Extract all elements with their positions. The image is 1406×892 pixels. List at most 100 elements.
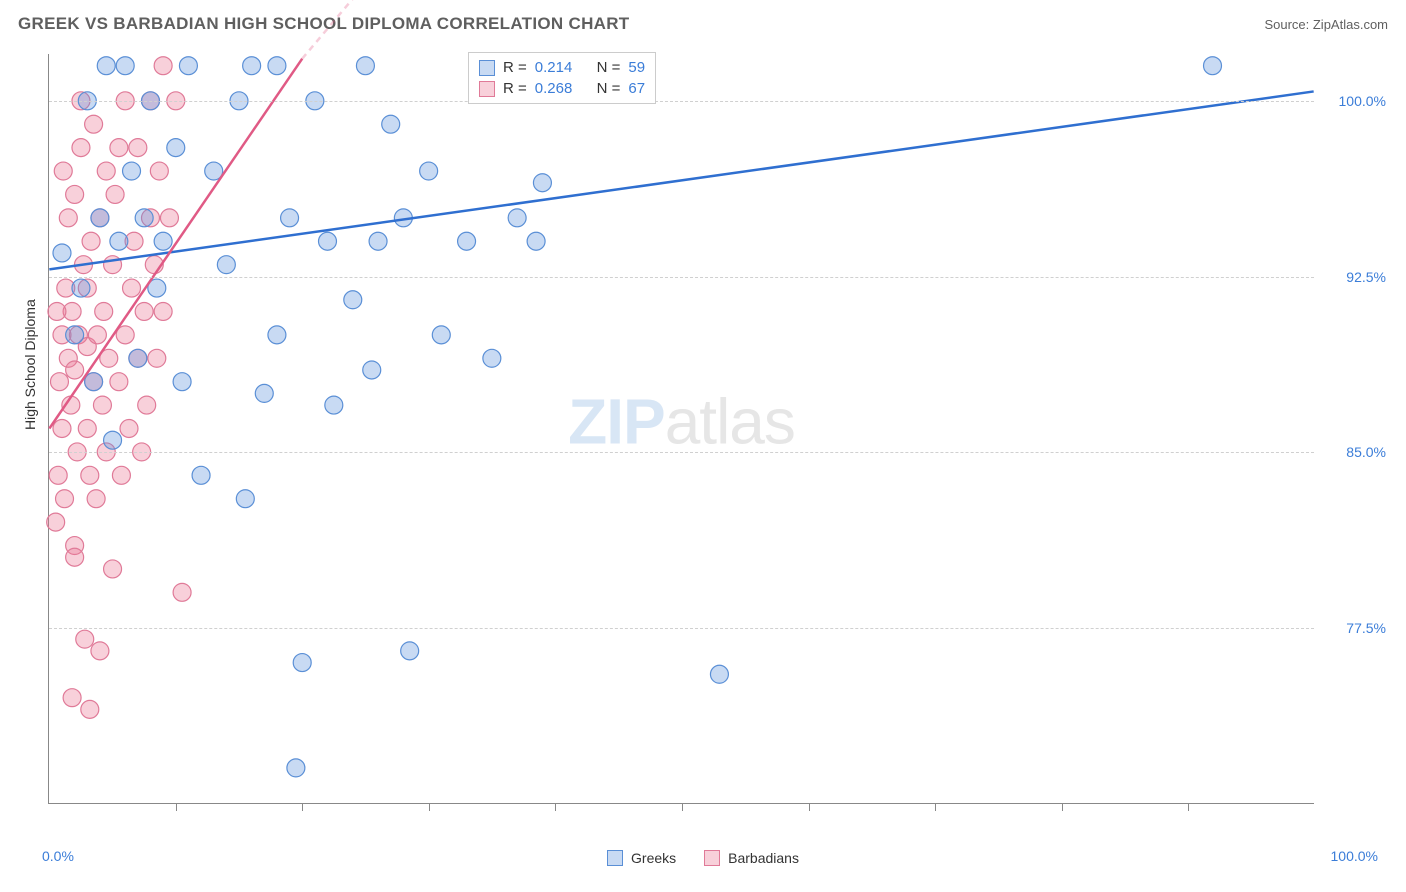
data-point <box>112 466 130 484</box>
data-point <box>85 373 103 391</box>
data-point <box>97 57 115 75</box>
data-point <box>66 185 84 203</box>
data-point <box>110 232 128 250</box>
data-point <box>173 583 191 601</box>
data-point <box>458 232 476 250</box>
data-point <box>53 244 71 262</box>
x-tick <box>1062 803 1063 811</box>
legend-swatch <box>607 850 623 866</box>
data-point <box>66 361 84 379</box>
data-point <box>91 642 109 660</box>
chart-title: GREEK VS BARBADIAN HIGH SCHOOL DIPLOMA C… <box>18 14 630 34</box>
data-point <box>167 139 185 157</box>
data-point <box>59 209 77 227</box>
data-point <box>78 420 96 438</box>
legend-swatch <box>479 81 495 97</box>
data-point <box>401 642 419 660</box>
data-point <box>81 700 99 718</box>
x-tick <box>302 803 303 811</box>
x-tick <box>809 803 810 811</box>
scatter-svg <box>49 54 1314 803</box>
data-point <box>179 57 197 75</box>
source-attribution: Source: ZipAtlas.com <box>1264 17 1388 32</box>
gridline <box>49 628 1314 629</box>
data-point <box>287 759 305 777</box>
data-point <box>293 654 311 672</box>
data-point <box>150 162 168 180</box>
data-point <box>53 420 71 438</box>
data-point <box>344 291 362 309</box>
data-point <box>48 302 66 320</box>
data-point <box>255 384 273 402</box>
data-point <box>81 466 99 484</box>
data-point <box>123 279 141 297</box>
y-tick-label: 92.5% <box>1346 269 1386 285</box>
series-legend: Greeks Barbadians <box>0 850 1406 866</box>
y-tick-label: 85.0% <box>1346 444 1386 460</box>
data-point <box>236 490 254 508</box>
legend-swatch <box>704 850 720 866</box>
data-point <box>1204 57 1222 75</box>
data-point <box>110 139 128 157</box>
data-point <box>369 232 387 250</box>
data-point <box>148 349 166 367</box>
data-point <box>154 57 172 75</box>
x-tick <box>555 803 556 811</box>
data-point <box>97 162 115 180</box>
data-point <box>135 209 153 227</box>
x-tick <box>682 803 683 811</box>
data-point <box>76 630 94 648</box>
x-tick <box>429 803 430 811</box>
data-point <box>382 115 400 133</box>
data-point <box>87 490 105 508</box>
data-point <box>420 162 438 180</box>
y-axis-label: High School Diploma <box>22 299 38 430</box>
data-point <box>66 548 84 566</box>
data-point <box>47 513 65 531</box>
stats-legend-row: R = 0.268 N = 67 <box>479 78 645 99</box>
x-tick <box>1188 803 1189 811</box>
legend-item: Greeks <box>607 850 676 866</box>
data-point <box>88 326 106 344</box>
data-point <box>95 302 113 320</box>
y-tick-label: 77.5% <box>1346 620 1386 636</box>
data-point <box>66 326 84 344</box>
data-point <box>160 209 178 227</box>
data-point <box>268 57 286 75</box>
x-tick <box>176 803 177 811</box>
data-point <box>710 665 728 683</box>
data-point <box>123 162 141 180</box>
legend-item: Barbadians <box>704 850 799 866</box>
legend-label: Barbadians <box>728 850 799 866</box>
data-point <box>120 420 138 438</box>
gridline <box>49 277 1314 278</box>
data-point <box>173 373 191 391</box>
data-point <box>325 396 343 414</box>
data-point <box>356 57 374 75</box>
data-point <box>508 209 526 227</box>
data-point <box>363 361 381 379</box>
gridline <box>49 452 1314 453</box>
data-point <box>54 162 72 180</box>
data-point <box>106 185 124 203</box>
data-point <box>217 256 235 274</box>
trend-line <box>49 91 1313 269</box>
data-point <box>483 349 501 367</box>
data-point <box>50 373 68 391</box>
gridline <box>49 101 1314 102</box>
data-point <box>116 57 134 75</box>
data-point <box>82 232 100 250</box>
data-point <box>243 57 261 75</box>
y-tick-label: 100.0% <box>1339 93 1386 109</box>
legend-swatch <box>479 60 495 76</box>
data-point <box>93 396 111 414</box>
data-point <box>63 689 81 707</box>
data-point <box>135 302 153 320</box>
data-point <box>85 115 103 133</box>
data-point <box>129 349 147 367</box>
data-point <box>527 232 545 250</box>
data-point <box>72 279 90 297</box>
stats-legend: R = 0.214 N = 59 R = 0.268 N = 67 <box>468 52 656 104</box>
data-point <box>49 466 67 484</box>
data-point <box>268 326 286 344</box>
